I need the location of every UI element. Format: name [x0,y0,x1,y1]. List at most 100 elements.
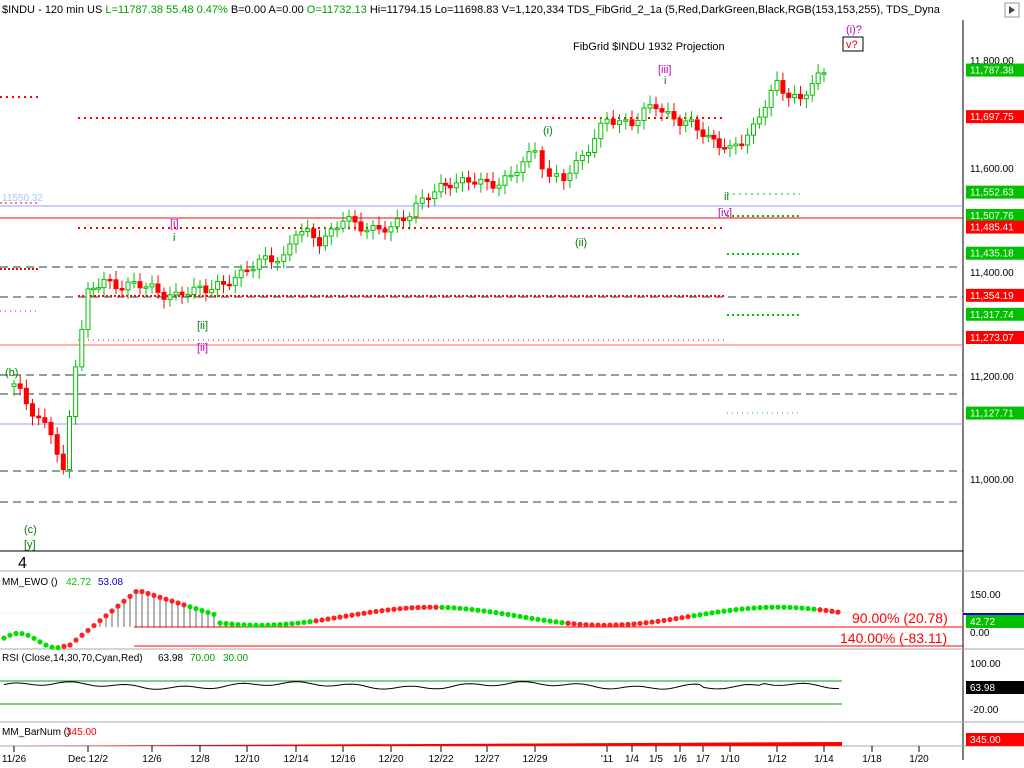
ewo-dot [481,608,487,614]
candle-body [659,108,665,113]
ewo-dot [265,622,271,628]
price-level-box-label: 11,435.18 [970,249,1014,260]
ewo-dot [661,617,667,624]
price-level-box-label: 11,787.38 [970,66,1014,77]
ewo-dot [667,616,673,623]
ewo-dot [499,610,505,617]
ewo-dot [757,605,763,611]
ewo-dot [733,607,739,613]
ewo-dot [283,621,289,627]
candle-body [585,152,591,156]
candle-body [786,92,792,99]
ewo-dot [169,598,175,604]
candle-body [269,255,274,263]
ewo-fib-label: 140.00% (-83.11) [840,630,947,646]
candle-body [119,288,125,291]
candle-body [232,277,238,286]
candle-body [311,228,317,239]
price-level-boxes: 11,787.3811,697.7511,552.6311,507.7611,4… [966,63,1024,420]
price-level-box [966,307,1024,321]
ewo-dot [55,645,61,651]
y-tick-label: 11,200.00 [970,372,1014,383]
wave-labels: (i)? v? [iii] (i) [i] i [ii] [ii] ii (ii… [5,24,864,572]
candle-body [459,177,465,184]
barnum-title: MM_BarNum () [2,727,70,738]
candle-body [167,294,173,300]
level-lines [0,96,963,503]
candle-body [623,119,629,122]
ewo-dot [313,618,319,624]
ewo-dot [679,615,685,621]
ewo-dot [223,621,229,627]
ewo-dot [553,619,559,625]
ewo-dot [139,589,145,595]
x-tick-label: 11/26 [2,754,27,765]
rsi-value: 30.00 [223,653,248,664]
ewo-dot [697,612,703,618]
wave-label: (c) [24,524,37,536]
candle-body [376,225,382,230]
candle-body [90,287,96,291]
change-text: 55.48 [166,4,194,16]
barnum-value: 345.00 [66,727,97,738]
candle-body [125,281,131,291]
candle-body [352,216,358,223]
x-tick-label: 1/6 [673,754,687,765]
candle-body [733,143,739,147]
x-axis: 11/26 Dec 12/2 12/6 12/8 12/10 12/14 12/16 12/2… [2,746,929,765]
ewo-dot [751,605,757,611]
ewo-dot [409,605,415,611]
candle-body [238,269,244,279]
price-level-box [966,288,1024,302]
candle-body [79,328,85,368]
ewo-dot [253,622,259,628]
candle-body [472,181,478,185]
candle-body [629,119,635,127]
ewo-dot [295,620,301,626]
ewo-dot [571,621,577,627]
ewo-dot [121,598,127,604]
candle-body [317,237,322,247]
bid-text: B=0.00 [231,4,266,16]
candle-body [364,229,370,233]
rsi-value-box [966,681,1024,694]
candle-body [641,107,647,121]
candle-body [107,278,113,282]
y-axis-ticks: 11,800.00 11,600.00 11,400.00 11,200.00 … [970,56,1014,486]
candle-body [762,106,768,118]
ewo-dot [817,607,823,613]
candle-body [610,118,616,125]
candle-body [683,120,689,126]
ewo-y-tick: 0.00 [970,628,990,639]
candle-body [484,178,490,183]
ewo-dot [541,617,547,623]
ewo-dot [229,621,235,627]
candle-body [275,260,281,264]
candle-body [604,118,610,124]
ewo-dot [445,604,451,611]
ewo-dot [235,621,241,628]
y-tick-label: 11,800.00 [970,56,1014,67]
ewo-dot [703,611,709,617]
ewo-dot [559,620,565,626]
ewo-dot [673,616,679,622]
wave-label: [ii] [197,320,208,332]
candles-group [11,64,827,479]
price-level-box-label: 11,697.75 [970,112,1014,123]
candle-body [244,269,250,273]
candle-body [226,283,232,287]
y-tick-label: 11,400.00 [970,268,1014,279]
ewo-dot [19,630,25,637]
candle-body [496,184,502,189]
candle-body [711,134,717,140]
candle-body [161,291,167,300]
price-level-box-label: 11,127.71 [970,409,1014,420]
barnum-ramp [0,742,842,746]
price-level-box [966,406,1024,420]
ewo-dot [337,614,343,620]
x-tick-label: 12/8 [190,754,210,765]
level-left-label: 11550.32 [2,193,43,204]
ewo-dot [745,605,751,612]
scroll-arrow-icon [1009,6,1015,14]
